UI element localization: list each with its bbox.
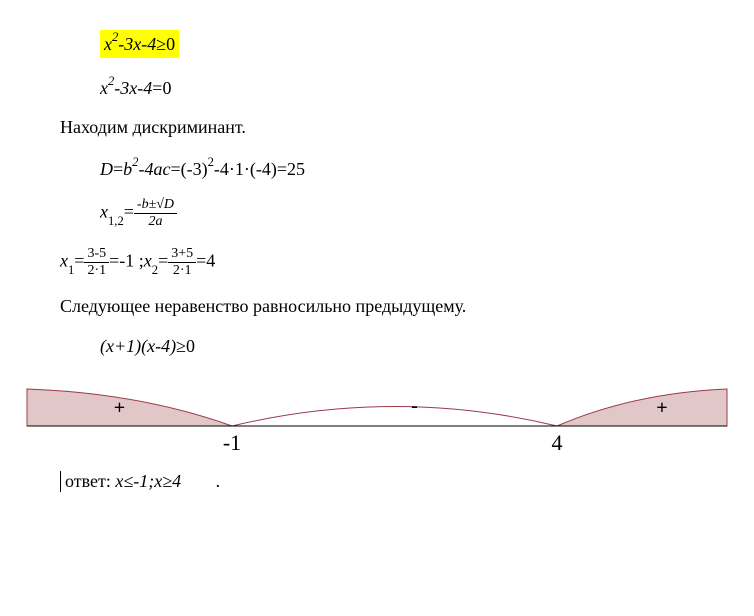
rel: = [152,78,162,98]
D: D [100,159,113,179]
equation-2: x2-3x-4=0 [100,76,694,100]
inequality-1: x2-3x-4≥0 [100,30,694,58]
var-x: x [100,78,108,98]
rhs: 0 [162,78,171,98]
roots-values: x1=3-52·1=-1 ;x2=3+52·1=4 [60,247,694,278]
discriminant-line: D=b2-4ac=(-3)2-4·1·(-4)=25 [100,157,694,181]
var-x: x [104,34,112,54]
svg-text:-1: -1 [223,430,241,455]
roots-formula: x1,2=-b±√D2a [100,198,694,229]
rest: -3x-4 [118,34,156,54]
sup-2: 2 [112,30,118,44]
answer-dot: . [216,471,221,491]
answer-cond2: x≥4 [154,471,181,491]
svg-text:4: 4 [552,430,563,455]
factored-inequality: (x+1)(x-4)≥0 [100,336,694,358]
rel: ≥ [156,34,166,54]
svg-text:+: + [656,397,667,419]
answer-cond1: x≤-1; [115,471,154,491]
rest: -3x-4 [114,78,152,98]
number-line-diagram: -1 4 + - + [0,381,754,461]
rhs: 0 [166,34,175,54]
answer-prefix: ответ: [65,471,115,491]
svg-text:-: - [411,395,418,417]
text-equiv: Следующее неравенство равносильно предыд… [60,296,694,318]
text-discriminant: Находим дискриминант. [60,117,694,139]
answer-line: ответ: x≤-1;x≥4 . [60,471,694,493]
sup-2: 2 [108,74,114,88]
svg-text:+: + [114,397,125,419]
b: b [123,159,132,179]
